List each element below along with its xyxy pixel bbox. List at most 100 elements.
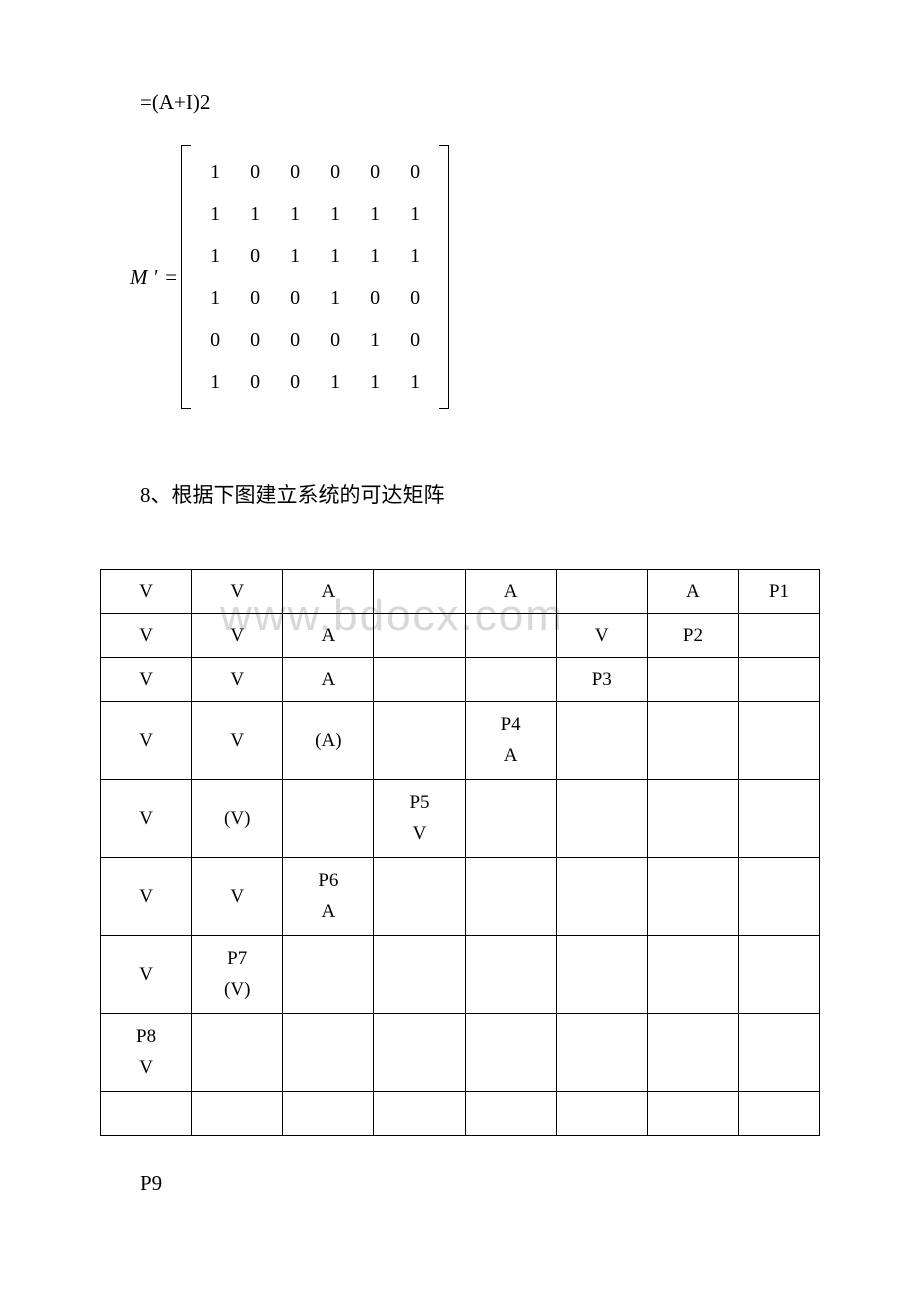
matrix-cell: 0 (235, 277, 275, 319)
matrix-equation: M ' = 1000001111111011111001000000101001… (130, 145, 820, 409)
reachability-table: VVAAAP1VVAVP2VVAP3VV(A)P4AV(V)P5VVVP6AVP… (100, 569, 820, 1136)
table-cell (192, 1014, 283, 1092)
table-cell: A (647, 570, 738, 614)
table-cell (647, 858, 738, 936)
table-cell: A (465, 570, 556, 614)
cell-stack-line: (V) (194, 975, 280, 1005)
matrix-cell: 1 (195, 151, 235, 193)
matrix-row: 111111 (195, 193, 435, 235)
matrix-row: 100000 (195, 151, 435, 193)
table-row: VVAVP2 (101, 614, 820, 658)
matrix-cell: 0 (315, 151, 355, 193)
table-cell (374, 858, 465, 936)
table-cell: V (101, 570, 192, 614)
table-cell: A (283, 570, 374, 614)
bracket-right (439, 145, 449, 409)
matrix-cell: 1 (395, 361, 435, 403)
matrix-cell: 1 (195, 235, 235, 277)
table-cell (738, 936, 819, 1014)
cell-stack-line: P8 (103, 1022, 189, 1052)
matrix-cell: 1 (315, 361, 355, 403)
table-cell: P3 (556, 658, 647, 702)
matrix-row: 100111 (195, 361, 435, 403)
question-text: 8、根据下图建立系统的可达矩阵 (140, 479, 820, 509)
matrix-cell: 0 (235, 235, 275, 277)
table-cell (465, 614, 556, 658)
matrix-cell: 0 (395, 319, 435, 361)
matrix-cell: 1 (395, 235, 435, 277)
table-cell: V (101, 858, 192, 936)
table-cell: A (283, 614, 374, 658)
table-row: VVAAAP1 (101, 570, 820, 614)
table-cell (283, 1092, 374, 1136)
matrix-cell: 1 (315, 235, 355, 277)
matrix-cell: 0 (235, 319, 275, 361)
table-row: VV(A)P4A (101, 702, 820, 780)
table-cell (374, 658, 465, 702)
table-cell (647, 936, 738, 1014)
table-wrapper: www.bdocx.com VVAAAP1VVAVP2VVAP3VV(A)P4A… (100, 569, 820, 1136)
matrix-row: 000010 (195, 319, 435, 361)
table-cell (283, 780, 374, 858)
formula-text: =(A+I)2 (140, 90, 820, 115)
matrix-row: 101111 (195, 235, 435, 277)
matrix-row: 100100 (195, 277, 435, 319)
matrix-cell: 0 (275, 277, 315, 319)
matrix-cell: 1 (195, 277, 235, 319)
matrix-cell: 1 (355, 319, 395, 361)
matrix-cell: 0 (275, 361, 315, 403)
table-cell: P4A (465, 702, 556, 780)
matrix-equals: = (165, 265, 177, 290)
table-cell: P2 (647, 614, 738, 658)
table-cell: V (192, 858, 283, 936)
table-cell (647, 1092, 738, 1136)
matrix-cell: 1 (315, 277, 355, 319)
table-row: VVAP3 (101, 658, 820, 702)
table-cell (738, 858, 819, 936)
matrix-cell: 1 (195, 361, 235, 403)
table-cell (374, 570, 465, 614)
matrix-cell: 1 (355, 235, 395, 277)
table-cell: P7(V) (192, 936, 283, 1014)
table-cell: V (192, 614, 283, 658)
table-cell: (V) (192, 780, 283, 858)
table-cell (738, 780, 819, 858)
table-cell (465, 658, 556, 702)
cell-stack-line: A (285, 897, 371, 927)
cell-stack-line: V (376, 819, 462, 849)
matrix-label: M ' (130, 265, 157, 290)
table-cell (465, 780, 556, 858)
matrix-cell: 0 (355, 151, 395, 193)
table-cell (556, 702, 647, 780)
matrix-cell: 0 (235, 151, 275, 193)
table-cell (647, 780, 738, 858)
matrix-bracket: 100000111111101111100100000010100111 (183, 145, 447, 409)
table-cell: P1 (738, 570, 819, 614)
matrix-cell: 1 (395, 193, 435, 235)
table-cell (647, 702, 738, 780)
matrix-cell: 0 (315, 319, 355, 361)
table-cell (556, 936, 647, 1014)
table-cell: V (192, 658, 283, 702)
table-cell (192, 1092, 283, 1136)
table-row (101, 1092, 820, 1136)
table-cell (465, 858, 556, 936)
table-cell (556, 780, 647, 858)
table-cell (738, 614, 819, 658)
table-cell (101, 1092, 192, 1136)
matrix-cell: 0 (235, 361, 275, 403)
table-cell: V (101, 936, 192, 1014)
table-cell: P6A (283, 858, 374, 936)
table-cell (556, 570, 647, 614)
matrix-cell: 0 (355, 277, 395, 319)
cell-stack-line: A (468, 741, 554, 771)
table-cell: P5V (374, 780, 465, 858)
table-cell (738, 1014, 819, 1092)
matrix-grid: 100000111111101111100100000010100111 (183, 145, 447, 409)
table-cell (647, 1014, 738, 1092)
table-cell (556, 1014, 647, 1092)
table-cell: V (192, 702, 283, 780)
table-cell (738, 1092, 819, 1136)
table-cell (374, 614, 465, 658)
table-cell (374, 1014, 465, 1092)
